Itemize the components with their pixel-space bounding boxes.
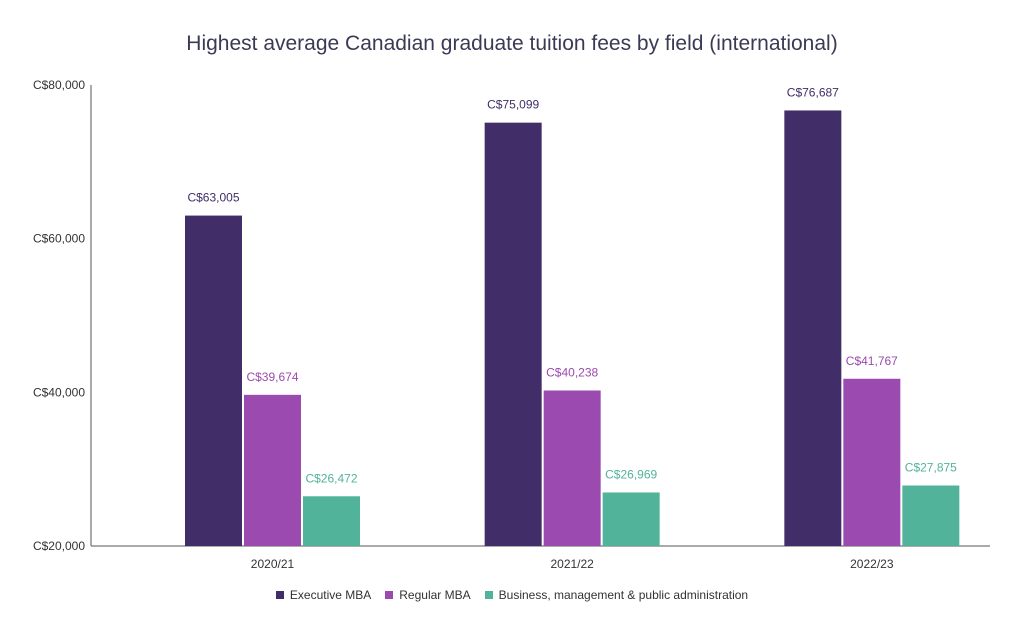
legend-label: Executive MBA [289, 588, 372, 602]
y-tick-label: C$20,000 [33, 539, 85, 553]
data-label: C$26,969 [605, 467, 657, 481]
bar-2 [843, 378, 901, 546]
legend-label: Business, management & public administra… [498, 588, 749, 602]
legend-item: Executive MBA [275, 588, 372, 602]
data-label: C$63,005 [187, 191, 239, 205]
legend-swatch [275, 591, 284, 599]
y-tick-label: C$40,000 [33, 385, 85, 399]
bar-3 [303, 496, 360, 546]
bar-3 [902, 485, 960, 546]
y-tick-label: C$60,000 [33, 232, 85, 246]
bar-1 [484, 122, 542, 547]
chart-title: Highest average Canadian graduate tuitio… [186, 32, 838, 55]
bar-1 [185, 215, 242, 546]
x-tick-label: 2020/21 [251, 557, 295, 571]
legend: Executive MBA Regular MBA Business, manage… [0, 588, 1024, 602]
legend-item: Regular MBA [385, 588, 471, 602]
x-tick-label: 2022/23 [850, 557, 894, 571]
bar-2 [543, 390, 601, 546]
bar-3 [602, 492, 660, 546]
data-label: C$26,472 [305, 471, 357, 485]
legend-swatch [484, 591, 493, 599]
bar-1 [784, 110, 842, 546]
legend-label: Regular MBA [399, 588, 471, 602]
data-label: C$76,687 [787, 85, 839, 99]
legend-swatch [385, 591, 394, 599]
x-tick-label: 2021/22 [550, 557, 594, 571]
data-label: C$75,099 [487, 98, 539, 112]
bar-2 [244, 394, 301, 546]
data-label: C$40,238 [546, 366, 598, 380]
legend-item: Business, management & public administra… [484, 588, 749, 602]
data-label: C$39,674 [246, 370, 298, 384]
data-label: C$27,875 [905, 460, 957, 474]
data-label: C$41,767 [846, 354, 898, 368]
y-tick-label: C$80,000 [33, 78, 85, 92]
